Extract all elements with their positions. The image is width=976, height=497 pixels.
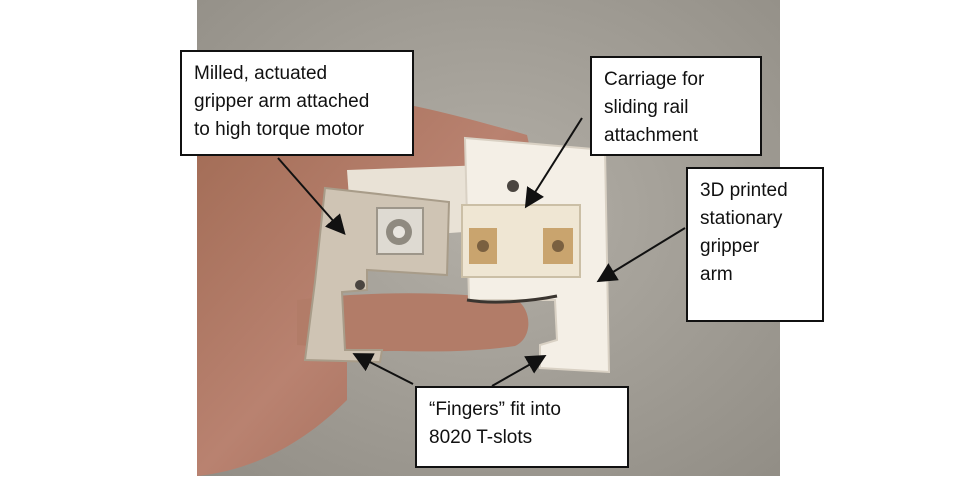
finger	[297, 293, 529, 352]
arrow-fingers-left	[352, 353, 414, 385]
hole-lower	[355, 280, 365, 290]
screw-left	[477, 240, 489, 252]
arrow-stationary-arm	[596, 227, 686, 283]
callout-carriage: Carriage for sliding rail attachment	[590, 56, 762, 156]
callout-stationary-arm: 3D printed stationary gripper arm	[686, 167, 824, 322]
arrow-carriage	[524, 117, 583, 209]
hole-upper	[507, 180, 519, 192]
arrow-gripper-arm	[277, 157, 346, 236]
arrow-fingers-right	[491, 355, 547, 387]
screw-right	[552, 240, 564, 252]
callout-fingers: “Fingers” fit into 8020 T-slots	[415, 386, 629, 468]
callout-milled-gripper-arm: Milled, actuated gripper arm attached to…	[180, 50, 414, 156]
